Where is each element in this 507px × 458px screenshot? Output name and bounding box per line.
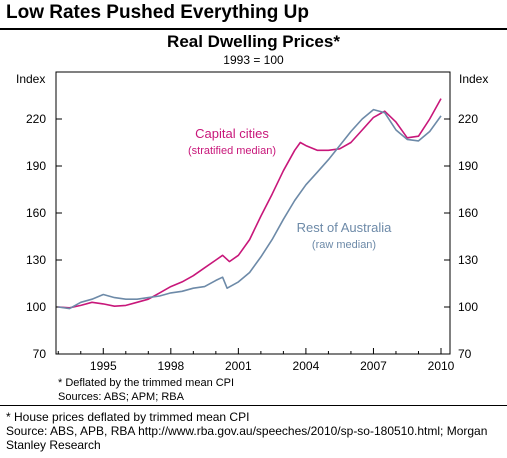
footer-line: * House prices deflated by trimmed mean …	[6, 410, 250, 424]
series-line-capital-cities	[58, 98, 442, 309]
y-tick-label-left: 220	[26, 112, 46, 126]
y-tick-label-right: 160	[458, 206, 478, 220]
y-tick-label-left: 130	[26, 253, 46, 267]
plot-frame	[55, 71, 451, 355]
series-line-rest-of-australia	[58, 108, 442, 310]
x-tick-label: 1998	[157, 359, 184, 373]
x-tick-label: 1995	[90, 359, 117, 373]
page-title: Low Rates Pushed Everything Up	[6, 2, 309, 23]
y-tick-label-left: 190	[26, 159, 46, 173]
series-annotation-rest-of-australia: (raw median)	[312, 239, 376, 251]
footer-line: Source: ABS, APB, RBA http://www.rba.gov…	[6, 424, 488, 438]
note-sources: Sources: ABS; APM; RBA	[58, 391, 184, 403]
series-label-capital-cities: Capital cities	[195, 126, 269, 141]
y-tick-label-right: 130	[458, 253, 478, 267]
y-tick-label-right: 190	[458, 159, 478, 173]
chart-subtitle: 1993 = 100	[223, 53, 284, 67]
chart-title: Real Dwelling Prices*	[167, 32, 340, 51]
y-tick-label-right: 220	[458, 112, 478, 126]
y-axis-label-right: Index	[459, 72, 488, 86]
note-deflated: * Deflated by the trimmed mean CPI	[58, 377, 235, 389]
series-annotation-capital-cities: (stratified median)	[188, 145, 276, 157]
chart-notes: * Deflated by the trimmed mean CPI Sourc…	[58, 376, 234, 404]
y-tick-label-left: 70	[33, 347, 47, 361]
title-divider	[0, 28, 507, 30]
x-tick-label: 2001	[225, 359, 252, 373]
x-tick-label: 2004	[293, 359, 320, 373]
y-tick-label-right: 70	[458, 347, 472, 361]
footer: * House prices deflated by trimmed mean …	[6, 410, 503, 452]
x-tick-label: 2010	[428, 359, 455, 373]
footer-line: Stanley Research	[6, 438, 101, 452]
y-tick-label-left: 100	[26, 300, 46, 314]
y-axis-label-left: Index	[16, 72, 45, 86]
series-label-rest-of-australia: Rest of Australia	[297, 220, 392, 235]
footer-divider	[0, 405, 507, 406]
x-tick-label: 2007	[360, 359, 387, 373]
dwelling-prices-chart: Index Index 70 70 100 100 130 130 160 160 190 190…	[16, 71, 488, 373]
y-tick-label-left: 160	[26, 206, 46, 220]
y-tick-label-right: 100	[458, 300, 478, 314]
